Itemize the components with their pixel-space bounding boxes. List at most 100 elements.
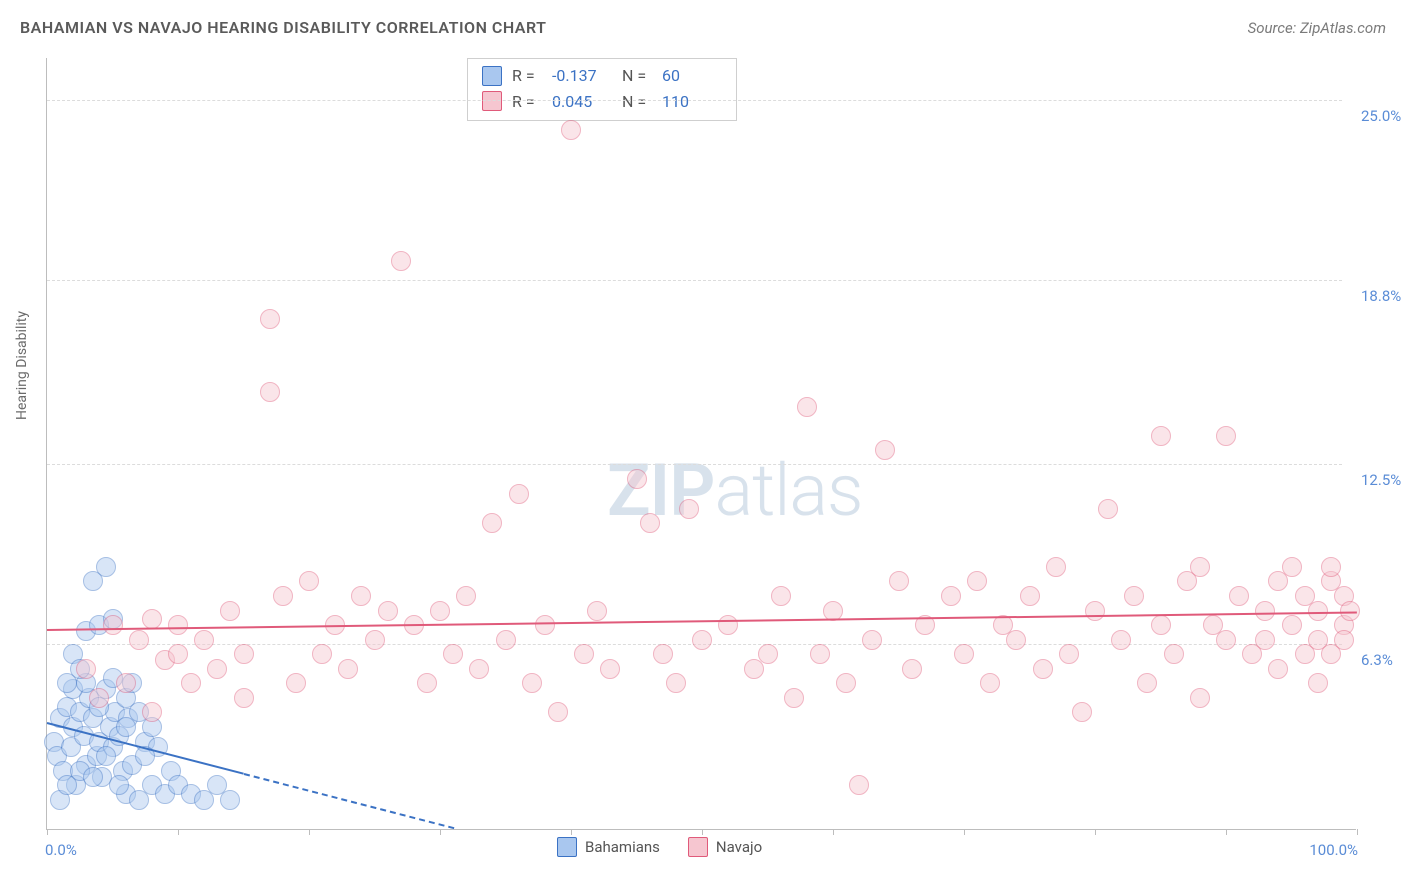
gridline	[47, 100, 1342, 101]
data-point	[1006, 630, 1026, 650]
legend-r-value: 0.045	[552, 89, 612, 115]
data-point	[109, 775, 129, 795]
data-point	[76, 659, 96, 679]
data-point	[83, 767, 103, 787]
data-point	[1046, 557, 1066, 577]
data-point	[1229, 586, 1249, 606]
gridline	[47, 464, 1342, 465]
data-point	[286, 673, 306, 693]
data-point	[509, 484, 529, 504]
data-point	[954, 644, 974, 664]
data-point	[391, 251, 411, 271]
legend-series-name: Bahamians	[585, 838, 660, 856]
data-point	[1216, 426, 1236, 446]
data-point	[875, 440, 895, 460]
data-point	[378, 601, 398, 621]
data-point	[1255, 601, 1275, 621]
source-attribution: Source: ZipAtlas.com	[1248, 19, 1386, 37]
data-point	[653, 644, 673, 664]
data-point	[57, 673, 77, 693]
data-point	[1255, 630, 1275, 650]
legend-n-value: 110	[662, 89, 722, 115]
data-point	[1308, 673, 1328, 693]
legend-item: Navajo	[688, 837, 762, 857]
data-point	[718, 615, 738, 635]
data-point	[1151, 426, 1171, 446]
plot-area: ZIPatlas R =-0.137N =60R =0.045N =110 Ba…	[46, 58, 1356, 830]
x-tick	[571, 829, 572, 835]
correlation-legend: R =-0.137N =60R =0.045N =110	[467, 58, 737, 121]
data-point	[1111, 630, 1131, 650]
data-point	[771, 586, 791, 606]
data-point	[967, 571, 987, 591]
watermark-light: atlas	[714, 448, 862, 533]
y-tick-label: 18.8%	[1361, 287, 1406, 305]
data-point	[1124, 586, 1144, 606]
data-point	[692, 630, 712, 650]
data-point	[469, 659, 489, 679]
x-tick	[1357, 829, 1358, 835]
x-tick	[440, 829, 441, 835]
data-point	[496, 630, 516, 650]
data-point	[142, 609, 162, 629]
data-point	[941, 586, 961, 606]
data-point	[1268, 659, 1288, 679]
legend-item: Bahamians	[557, 837, 660, 857]
legend-swatch	[557, 837, 577, 857]
data-point	[849, 775, 869, 795]
data-point	[1137, 673, 1157, 693]
chart-title: BAHAMIAN VS NAVAJO HEARING DISABILITY CO…	[20, 18, 547, 37]
x-tick	[702, 829, 703, 835]
legend-n-label: N =	[622, 63, 652, 89]
data-point	[640, 513, 660, 533]
data-point	[561, 120, 581, 140]
data-point	[1072, 702, 1092, 722]
data-point	[260, 309, 280, 329]
data-point	[587, 601, 607, 621]
x-tick	[1095, 829, 1096, 835]
data-point	[797, 397, 817, 417]
data-point	[338, 659, 358, 679]
x-tick	[833, 829, 834, 835]
data-point	[758, 644, 778, 664]
gridline	[47, 280, 1342, 281]
data-point	[862, 630, 882, 650]
data-point	[443, 644, 463, 664]
data-point	[181, 673, 201, 693]
data-point	[273, 586, 293, 606]
data-point	[836, 673, 856, 693]
data-point	[679, 499, 699, 519]
data-point	[1098, 499, 1118, 519]
legend-r-value: -0.137	[552, 63, 612, 89]
data-point	[889, 571, 909, 591]
data-point	[96, 557, 116, 577]
data-point	[220, 790, 240, 810]
legend-r-label: R =	[512, 63, 542, 89]
data-point	[1151, 615, 1171, 635]
data-point	[142, 702, 162, 722]
trend-line	[243, 773, 454, 829]
legend-swatch	[482, 91, 502, 111]
data-point	[260, 382, 280, 402]
x-tick-label: 100.0%	[1309, 841, 1358, 859]
data-point	[535, 615, 555, 635]
data-point	[417, 673, 437, 693]
data-point	[194, 630, 214, 650]
data-point	[1059, 644, 1079, 664]
data-point	[89, 688, 109, 708]
data-point	[600, 659, 620, 679]
series-legend: Bahamians Navajo	[557, 837, 762, 857]
legend-swatch	[482, 66, 502, 86]
data-point	[116, 673, 136, 693]
data-point	[129, 630, 149, 650]
y-tick-label: 12.5%	[1361, 471, 1406, 489]
legend-series-name: Navajo	[716, 838, 762, 856]
data-point	[980, 673, 1000, 693]
data-point	[1164, 644, 1184, 664]
data-point	[574, 644, 594, 664]
data-point	[299, 571, 319, 591]
data-point	[902, 659, 922, 679]
watermark-bold: ZIP	[607, 448, 714, 533]
data-point	[168, 644, 188, 664]
data-point	[365, 630, 385, 650]
